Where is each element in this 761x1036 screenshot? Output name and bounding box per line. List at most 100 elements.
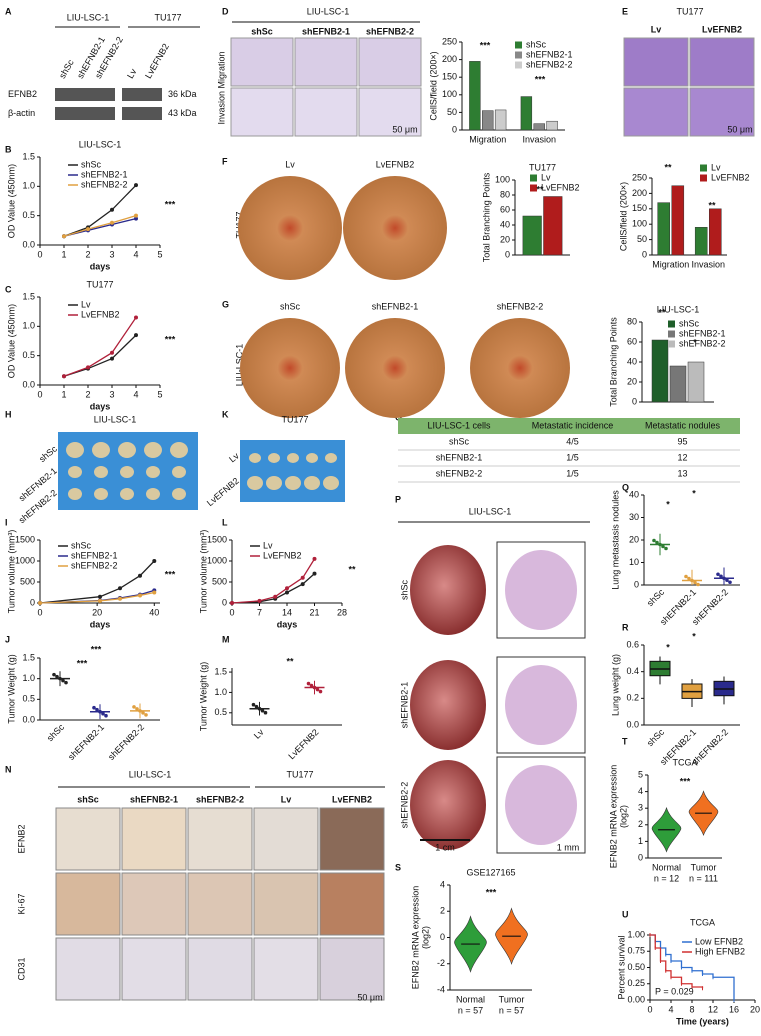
point: [38, 601, 42, 605]
dot: [655, 540, 659, 545]
y-tick-label: 0.5: [22, 350, 35, 360]
annotation: P = 0.029: [655, 986, 694, 996]
dot: [684, 574, 688, 579]
panel-letter: F: [222, 156, 228, 166]
annotation: *: [693, 337, 697, 347]
bar: [469, 61, 481, 131]
series-line: [63, 334, 137, 377]
bar: [546, 120, 558, 131]
legend-label: Lv: [711, 162, 721, 172]
y-tick-label: 1.0: [22, 321, 35, 331]
label: shSc: [399, 579, 409, 600]
x-tick-label: shSc: [645, 727, 667, 749]
x-tick-label: 8: [689, 1004, 694, 1014]
point: [98, 594, 102, 599]
panel-letter: R: [622, 622, 629, 632]
point: [110, 350, 114, 355]
label: EFNB2: [8, 89, 37, 99]
label: β-actin: [8, 108, 35, 118]
y-tick-label: 20: [627, 376, 637, 386]
label: shSc: [57, 57, 76, 80]
panel-letter: P: [395, 494, 401, 504]
cam-image: [345, 318, 445, 418]
label: shEFNB2-2: [196, 794, 244, 804]
survival-step: [650, 934, 735, 1000]
tumor: [120, 488, 134, 500]
ihc-image: [121, 937, 187, 1001]
legend-label: High EFNB2: [695, 946, 745, 956]
point: [62, 374, 66, 379]
panel-letter: A: [5, 6, 12, 16]
chart-title: TU177: [86, 279, 113, 289]
bar: [687, 361, 705, 403]
count-label: n = 57: [499, 1005, 524, 1015]
legend-swatch: [515, 51, 522, 59]
ihc-image: [55, 872, 121, 936]
ihc-image: [253, 807, 319, 871]
label: LvEFNB2: [143, 42, 171, 80]
x-tick-label: 28: [337, 607, 347, 617]
point: [134, 183, 138, 188]
lung-image: [410, 545, 486, 635]
label: LIU-LSC-1 cells: [427, 420, 491, 430]
point: [138, 573, 142, 578]
label: 1 cm: [435, 842, 455, 852]
series-line: [63, 215, 137, 237]
dot: [144, 713, 148, 717]
y-tick-label: 0: [634, 579, 639, 589]
bar: [533, 123, 545, 131]
point: [285, 590, 289, 595]
y-tick-label: 1500: [207, 534, 227, 544]
label: EFNB2: [16, 824, 26, 853]
y-tick-label: 0.0: [22, 239, 35, 249]
micrograph: [294, 37, 358, 87]
point: [110, 356, 114, 361]
x-tick-label: shEFNB2-2: [106, 722, 146, 762]
y-tick-label: 5: [638, 769, 643, 779]
annotation: **: [286, 656, 294, 666]
x-tick-label: 0: [37, 607, 42, 617]
x-tick-label: 20: [92, 607, 102, 617]
y-axis-label: OD Value (450nm): [6, 164, 16, 238]
y-tick-label: 0.0: [22, 379, 35, 389]
x-tick-label: 0: [37, 389, 42, 399]
dot: [719, 574, 723, 579]
y-tick-label: 1.00: [627, 929, 645, 939]
dot: [661, 544, 665, 549]
y-tick-label: 500: [20, 576, 35, 586]
x-axis-label: days: [90, 401, 111, 411]
label: Lv: [285, 159, 295, 169]
annotation: ***: [165, 569, 176, 579]
point: [86, 365, 90, 370]
tumor: [92, 442, 110, 458]
annotation: ***: [77, 658, 88, 668]
y-tick-label: 100: [442, 89, 457, 99]
y-tick-label: 0.50: [627, 962, 645, 972]
y-tick-label: 1.0: [22, 181, 35, 191]
dot: [61, 678, 65, 683]
y-axis-label: CellS/field (200×): [428, 51, 438, 120]
x-tick-label: Migration: [469, 134, 506, 144]
blot: [122, 88, 162, 101]
dot: [725, 578, 729, 583]
annotation: ***: [480, 40, 491, 50]
label: shEFNB2-1: [130, 794, 178, 804]
panel-letter: N: [5, 764, 12, 774]
legend-label: LvEFNB2: [711, 172, 750, 182]
ihc-image: [319, 872, 385, 936]
series-line: [63, 184, 137, 237]
annotation: *: [692, 631, 696, 641]
cam-image: [240, 318, 340, 418]
y-tick-label: 1000: [15, 555, 35, 565]
point: [312, 571, 317, 576]
cam-image: [343, 176, 447, 280]
y-tick-label: 40: [629, 489, 639, 499]
ihc-image: [187, 872, 253, 936]
label: Lv: [651, 24, 662, 34]
series-line: [231, 558, 316, 604]
dot: [141, 711, 145, 715]
x-tick-label: Invasion: [691, 259, 725, 269]
y-tick-label: 1.5: [22, 652, 35, 662]
label: Lv: [281, 794, 292, 804]
